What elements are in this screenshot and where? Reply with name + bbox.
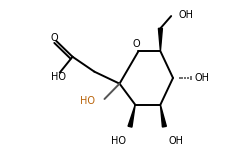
Polygon shape: [128, 105, 135, 127]
Text: HO: HO: [80, 96, 95, 106]
Text: HO: HO: [111, 136, 126, 146]
Text: OH: OH: [194, 73, 209, 83]
Polygon shape: [158, 28, 163, 51]
Text: O: O: [132, 39, 140, 49]
Text: O: O: [51, 33, 58, 43]
Text: OH: OH: [179, 10, 194, 20]
Text: HO: HO: [51, 72, 66, 82]
Text: OH: OH: [168, 136, 183, 146]
Polygon shape: [160, 105, 166, 127]
